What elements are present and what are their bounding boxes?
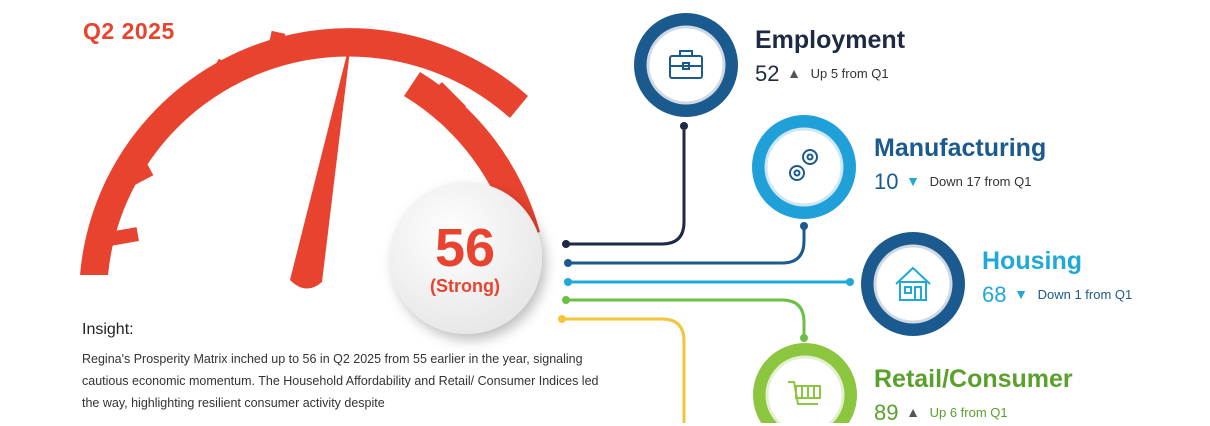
indicator-manufacturing: Manufacturing 10 ▼ Down 17 from Q1 (874, 134, 1046, 195)
gauge-needle (290, 34, 352, 289)
employment-icon-circle (634, 13, 738, 117)
arrow-up-icon: ▲ (906, 404, 920, 420)
gauge-arc (80, 28, 528, 275)
quarter-title: Q2 2025 (83, 18, 175, 44)
score-circle (390, 182, 542, 334)
connector-extra (562, 317, 686, 423)
indicator-change: Up 5 from Q1 (810, 66, 889, 81)
arrow-down-icon: ▼ (906, 173, 920, 189)
indicator-value: 68 (982, 282, 1007, 307)
indicator-value: 10 (874, 169, 899, 194)
insight-title: Insight: (82, 321, 134, 338)
indicator-change: Down 1 from Q1 (1037, 287, 1133, 302)
connector-employment (566, 130, 686, 246)
indicator-change: Down 17 from Q1 (929, 174, 1032, 189)
indicator-retail: Retail/Consumer 89 ▲ Up 6 from Q1 (874, 365, 1073, 426)
indicator-housing: Housing 68 ▼ Down 1 from Q1 (982, 247, 1132, 308)
indicator-title: Retail/Consumer (874, 365, 1073, 393)
indicator-title: Employment (755, 26, 906, 54)
gears-icon (789, 149, 818, 181)
indicator-employment: Employment 52 ▲ Up 5 from Q1 (755, 26, 905, 87)
indicator-title: Housing (982, 247, 1082, 275)
score-label: (Strong) (430, 276, 500, 296)
cart-icon (788, 381, 821, 405)
arrow-up-icon: ▲ (787, 65, 801, 81)
retail-icon-circle (753, 343, 857, 423)
score-value: 56 (434, 218, 496, 278)
briefcase-icon (669, 50, 703, 79)
manufacturing-icon-circle (752, 115, 856, 219)
indicator-value: 52 (755, 61, 780, 86)
arrow-down-icon: ▼ (1014, 286, 1028, 302)
house-icon (895, 266, 931, 301)
connector-retail (566, 298, 806, 336)
connector-manufacturing (568, 226, 806, 265)
indicator-change: Up 6 from Q1 (929, 405, 1008, 420)
gauge-ticks (103, 30, 502, 247)
housing-icon-circle (861, 232, 965, 336)
indicator-value: 89 (874, 400, 899, 425)
insight-text: Regina's Prosperity Matrix inched up to … (82, 352, 599, 410)
indicator-title: Manufacturing (874, 134, 1047, 162)
